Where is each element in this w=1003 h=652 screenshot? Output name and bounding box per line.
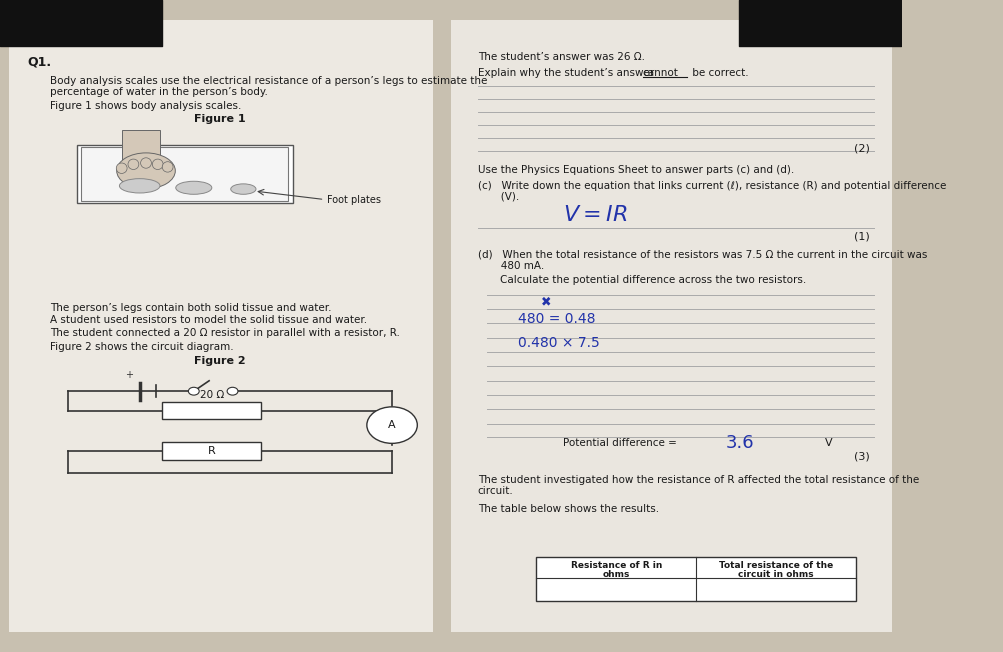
Text: 480 = 0.48: 480 = 0.48 bbox=[518, 312, 595, 327]
Text: V: V bbox=[823, 438, 831, 449]
Bar bbox=[81, 147, 288, 201]
Text: percentage of water in the person’s body.: percentage of water in the person’s body… bbox=[49, 87, 267, 97]
Text: +: + bbox=[124, 370, 132, 380]
Text: Q1.: Q1. bbox=[27, 55, 51, 68]
Text: circuit.: circuit. bbox=[477, 486, 513, 496]
Text: The student connected a 20 Ω resistor in parallel with a resistor, R.: The student connected a 20 Ω resistor in… bbox=[49, 327, 399, 338]
Bar bbox=[9, 20, 432, 632]
Text: Figure 2 shows the circuit diagram.: Figure 2 shows the circuit diagram. bbox=[49, 342, 233, 352]
Text: Use the Physics Equations Sheet to answer parts (c) and (d).: Use the Physics Equations Sheet to answe… bbox=[477, 164, 793, 175]
Ellipse shape bbox=[116, 153, 176, 189]
Bar bbox=[121, 130, 159, 166]
Text: cannot: cannot bbox=[642, 68, 678, 78]
Ellipse shape bbox=[116, 163, 127, 173]
Text: 480 mA.: 480 mA. bbox=[477, 261, 544, 271]
Text: Calculate the potential difference across the two resistors.: Calculate the potential difference acros… bbox=[499, 275, 805, 286]
Text: The student’s answer was 26 Ω.: The student’s answer was 26 Ω. bbox=[477, 52, 644, 63]
Bar bbox=[76, 145, 293, 203]
Text: Total resistance of the: Total resistance of the bbox=[718, 561, 832, 570]
Text: (V).: (V). bbox=[477, 192, 519, 202]
Text: Resistance of R in: Resistance of R in bbox=[570, 561, 661, 570]
Bar bbox=[536, 557, 856, 601]
Text: be correct.: be correct. bbox=[688, 68, 747, 78]
Text: 0.480 × 7.5: 0.480 × 7.5 bbox=[518, 336, 600, 350]
Ellipse shape bbox=[176, 181, 212, 194]
Text: 20 Ω: 20 Ω bbox=[200, 390, 224, 400]
Ellipse shape bbox=[162, 162, 173, 172]
Text: (1): (1) bbox=[854, 231, 869, 242]
Bar bbox=[450, 20, 892, 632]
Circle shape bbox=[366, 407, 417, 443]
Text: The table below shows the results.: The table below shows the results. bbox=[477, 504, 658, 514]
Circle shape bbox=[189, 387, 199, 395]
Text: circuit in ohms: circuit in ohms bbox=[738, 570, 813, 579]
Text: ✖: ✖ bbox=[541, 295, 551, 308]
Bar bbox=[162, 402, 261, 419]
Text: $\mathit{V}=\mathit{IR}$: $\mathit{V}=\mathit{IR}$ bbox=[563, 205, 627, 225]
Text: Potential difference =: Potential difference = bbox=[563, 438, 680, 449]
Text: (c)   Write down the equation that links current (ℓ), resistance (R) and potenti: (c) Write down the equation that links c… bbox=[477, 181, 945, 191]
Ellipse shape bbox=[231, 184, 256, 194]
Ellipse shape bbox=[127, 159, 138, 170]
Text: Figure 1 shows body analysis scales.: Figure 1 shows body analysis scales. bbox=[49, 101, 241, 111]
Circle shape bbox=[227, 387, 238, 395]
Text: Figure 1: Figure 1 bbox=[194, 114, 245, 125]
Ellipse shape bbox=[140, 158, 151, 168]
Text: (d)   When the total resistance of the resistors was 7.5 Ω the current in the ci: (d) When the total resistance of the res… bbox=[477, 249, 926, 259]
Text: Explain why the student’s answer: Explain why the student’s answer bbox=[477, 68, 657, 78]
Text: ohms: ohms bbox=[602, 570, 629, 579]
Bar bbox=[162, 442, 261, 460]
Text: The student investigated how the resistance of R affected the total resistance o: The student investigated how the resista… bbox=[477, 475, 918, 485]
Text: 3.6: 3.6 bbox=[725, 434, 753, 452]
Text: Body analysis scales use the electrical resistance of a person’s legs to estimat: Body analysis scales use the electrical … bbox=[49, 76, 486, 86]
Text: Figure 2: Figure 2 bbox=[194, 355, 245, 366]
Text: (2): (2) bbox=[854, 143, 869, 154]
Text: Foot plates: Foot plates bbox=[327, 194, 381, 205]
Ellipse shape bbox=[119, 179, 159, 193]
Text: The person’s legs contain both solid tissue and water.: The person’s legs contain both solid tis… bbox=[49, 303, 331, 313]
Text: (3): (3) bbox=[854, 451, 869, 462]
Text: R: R bbox=[208, 446, 216, 456]
Text: A: A bbox=[388, 420, 395, 430]
Text: A student used resistors to model the solid tissue and water.: A student used resistors to model the so… bbox=[49, 315, 366, 325]
Ellipse shape bbox=[152, 159, 162, 170]
